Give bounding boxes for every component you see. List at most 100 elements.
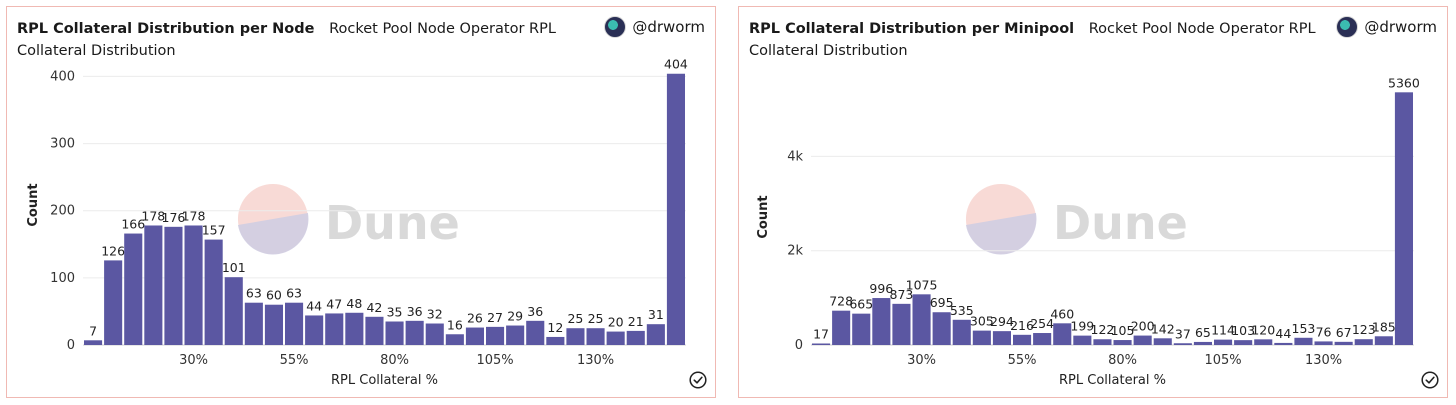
chart-panel-node: RPL Collateral Distribution per Node Roc… [6,6,716,398]
y-tick-label: 0 [67,338,75,353]
bar [932,312,951,345]
bar-value-label: 176 [162,210,186,225]
bar [1374,336,1393,345]
bar [445,334,464,345]
bar-value-label: 32 [427,307,443,322]
bar-value-label: 404 [664,57,688,72]
watermark-logo-bottom [965,213,1037,255]
bar [1093,339,1112,345]
dune-watermark: Dune [965,184,1188,255]
bar-value-label: 294 [990,314,1014,329]
y-axis-label: Count [26,183,41,226]
bar [586,328,605,345]
bar [812,343,831,345]
bar [912,294,931,345]
bar-chart-node: Dune010020030040071261661781761781571016… [26,57,688,388]
bar [1033,333,1052,345]
bar-value-label: 166 [121,217,145,232]
bar [1294,337,1313,345]
bar-value-label: 157 [202,223,226,238]
bar [264,304,283,345]
bar [1314,341,1333,345]
panel-subtitle: Rocket Pool Node Operator RPL Collateral… [17,21,556,59]
bar-value-label: 1075 [906,277,938,292]
bar-value-label: 153 [1292,321,1316,336]
bar-value-label: 122 [1091,322,1115,337]
bar [666,73,685,345]
avatar [604,16,627,38]
bar [992,331,1011,345]
bar [872,298,891,345]
bar [646,324,665,345]
bar [84,340,103,345]
x-tick-label: 80% [1108,353,1137,368]
x-tick-label: 105% [1204,353,1241,368]
bar [285,302,304,345]
bar-value-label: 44 [306,298,322,313]
author-link[interactable]: @drworm [1336,16,1437,38]
bar [1053,323,1072,345]
watermark-logo-bottom [237,213,309,255]
bar-value-label: 665 [849,297,873,312]
author-name: @drworm [632,18,705,36]
bar [832,310,851,345]
y-tick-label: 400 [50,69,75,84]
bar [972,330,991,345]
x-tick-label: 30% [907,353,936,368]
bar-value-label: 35 [387,305,403,320]
bar [1193,341,1212,345]
bar [124,233,143,345]
bar-value-label: 105 [1111,323,1135,338]
bar-value-label: 126 [101,243,125,258]
bar-value-label: 31 [648,307,664,322]
bar-value-label: 21 [628,314,644,329]
bar-value-label: 42 [366,300,382,315]
bar-value-label: 103 [1231,323,1255,338]
bar [1153,338,1172,345]
x-tick-label: 130% [1305,353,1342,368]
bar-value-label: 305 [970,314,994,329]
bar [1234,340,1253,345]
bar [204,239,223,345]
bar [164,226,183,345]
bar-value-label: 728 [829,294,853,309]
x-tick-label: 130% [577,353,614,368]
bar-value-label: 178 [182,208,206,223]
y-axis-label: Count [756,195,771,238]
bar-value-label: 37 [1175,326,1191,341]
bar [1013,334,1032,345]
bar [465,327,484,345]
bar-value-label: 535 [950,303,974,318]
y-tick-label: 0 [795,338,803,353]
bar-value-label: 12 [547,320,563,335]
x-axis-label: RPL Collateral % [331,373,438,388]
bar [1334,341,1353,345]
author-link[interactable]: @drworm [604,16,705,38]
bar-value-label: 36 [527,304,543,319]
author-name: @drworm [1364,18,1437,36]
bar-value-label: 76 [1316,324,1332,339]
bar-value-label: 63 [246,286,262,301]
watermark-text: Dune [1053,196,1188,250]
y-tick-label: 300 [50,137,75,152]
bar [305,315,324,345]
bar [385,321,404,345]
bar [1274,342,1293,345]
bar [626,330,645,345]
bar [1133,335,1152,345]
bar [606,331,625,345]
bar [365,316,384,345]
bar [325,313,344,345]
panel-title: RPL Collateral Distribution per Minipool [749,21,1075,37]
y-tick-label: 100 [50,271,75,286]
bar-value-label: 65 [1195,325,1211,340]
bar-value-label: 36 [407,304,423,319]
bar [852,313,871,345]
verified-check-icon [689,371,707,389]
bar-value-label: 101 [222,260,246,275]
bar-value-label: 216 [1010,318,1034,333]
bar-chart-minipool: Dune02k4k1772866599687310756955353052942… [756,75,1420,388]
bar-value-label: 25 [588,311,604,326]
bar [345,312,364,345]
bar [566,328,585,345]
